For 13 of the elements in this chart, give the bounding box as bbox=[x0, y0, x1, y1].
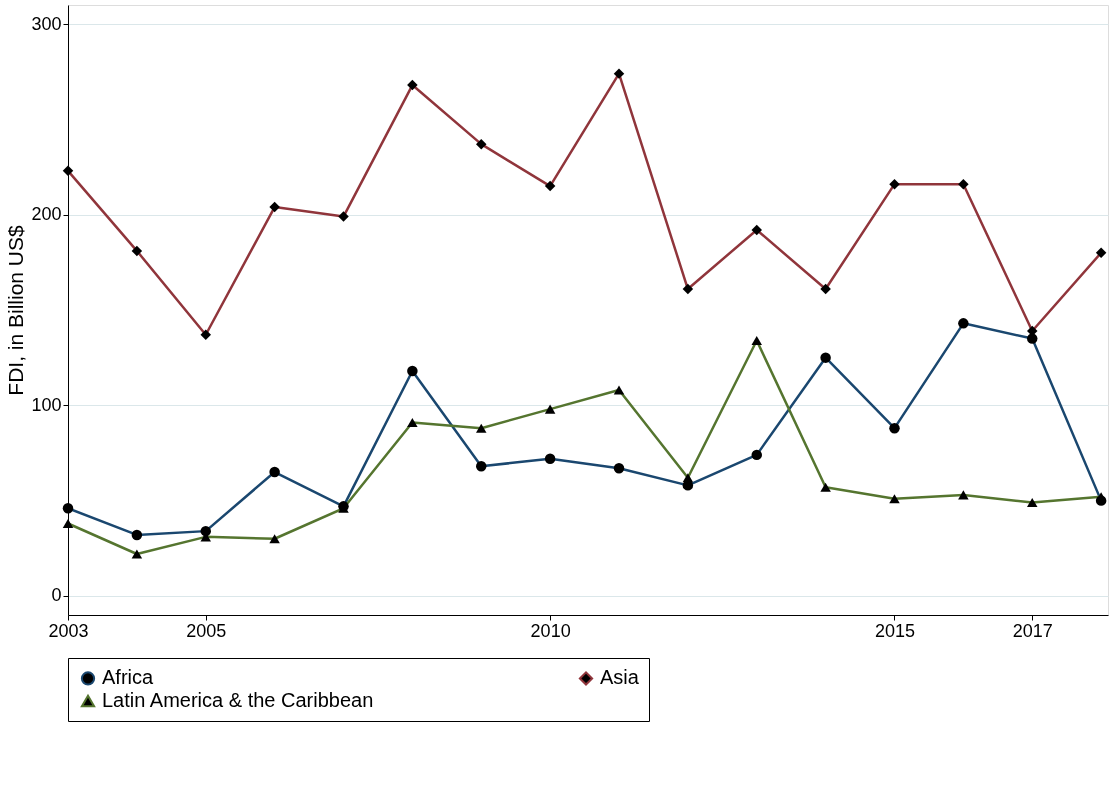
x-tick-label: 2005 bbox=[186, 620, 227, 641]
x-tick-label: 2015 bbox=[874, 620, 916, 641]
x-tick-label: 2017 bbox=[1012, 620, 1053, 641]
x-tick-label: 2003 bbox=[48, 620, 89, 641]
y-axis-title: FDI, in Billion US$ bbox=[4, 224, 28, 396]
legend-label: Latin America & the Caribbean bbox=[102, 689, 374, 711]
y-tick-label: 200 bbox=[31, 204, 62, 225]
legend-label: Africa bbox=[102, 666, 154, 689]
legend-label: Asia bbox=[600, 666, 640, 689]
y-tick-label: 100 bbox=[31, 394, 62, 415]
y-tick-label: 300 bbox=[31, 13, 62, 34]
y-tick-label: 0 bbox=[51, 585, 62, 606]
x-tick-label: 2010 bbox=[530, 620, 571, 641]
